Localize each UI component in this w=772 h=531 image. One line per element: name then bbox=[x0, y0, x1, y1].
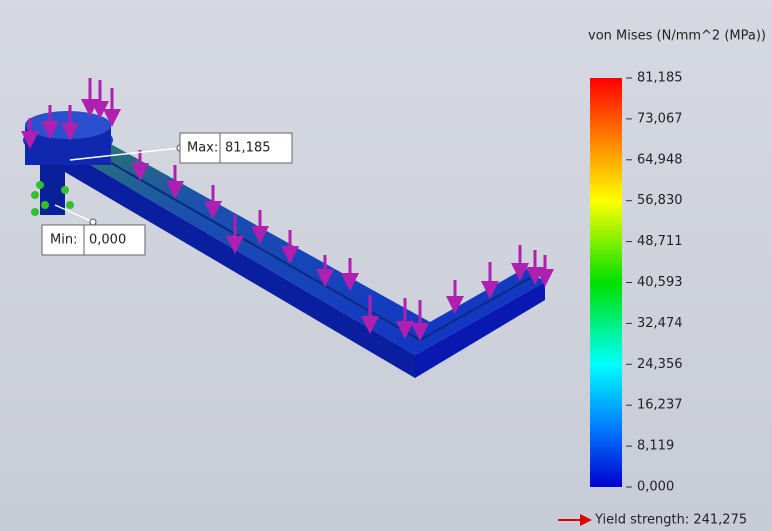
min-label: Min: bbox=[50, 233, 77, 248]
max-value: 81,185 bbox=[225, 141, 271, 156]
yield-marker bbox=[558, 514, 592, 526]
legend-label: 81,185 bbox=[637, 71, 683, 86]
legend-label: 0,000 bbox=[637, 480, 674, 495]
legend-label: 32,474 bbox=[637, 316, 683, 331]
min-probe: Min: 0,000 bbox=[41, 204, 146, 256]
color-bar bbox=[590, 78, 622, 487]
max-probe: Max: 81,185 bbox=[69, 132, 293, 164]
legend-label: 16,237 bbox=[637, 398, 683, 413]
legend-label: 8,119 bbox=[637, 439, 674, 454]
min-value: 0,000 bbox=[89, 233, 126, 248]
legend-title: von Mises (N/mm^2 (MPa)) bbox=[588, 29, 766, 44]
yield-strength: Yield strength: 241,275 bbox=[594, 513, 747, 528]
legend-label: 64,948 bbox=[637, 152, 683, 167]
legend-label: 73,067 bbox=[637, 111, 683, 126]
legend-label: 56,830 bbox=[637, 193, 683, 208]
legend-labels: 81,185 73,067 64,948 56,830 48,711 40,593 32,4… bbox=[626, 71, 683, 495]
max-label: Max: bbox=[187, 141, 218, 156]
legend-label: 24,356 bbox=[637, 357, 683, 372]
model bbox=[23, 111, 545, 378]
load-arrows bbox=[21, 78, 554, 341]
legend-label: 48,711 bbox=[637, 234, 683, 249]
legend-label: 40,593 bbox=[637, 275, 683, 290]
